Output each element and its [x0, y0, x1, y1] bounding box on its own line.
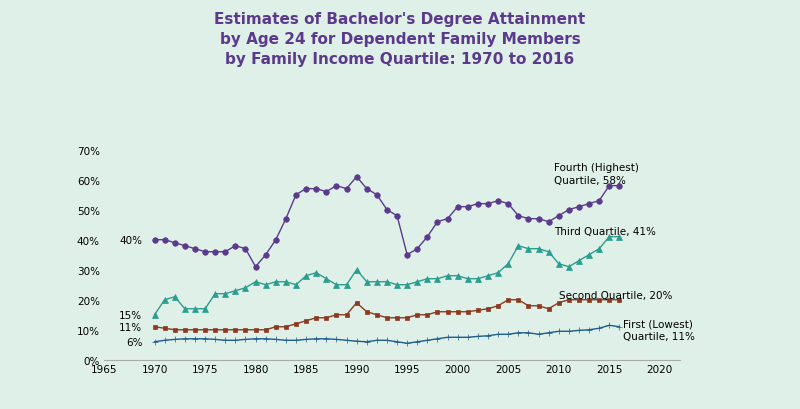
- Text: Fourth (Highest)
Quartile, 58%: Fourth (Highest) Quartile, 58%: [554, 163, 638, 185]
- Text: 40%: 40%: [119, 235, 142, 245]
- Text: Third Quartile, 41%: Third Quartile, 41%: [554, 226, 655, 236]
- Text: 15%: 15%: [119, 310, 142, 320]
- Text: Second Quartile, 20%: Second Quartile, 20%: [558, 290, 672, 301]
- Text: 6%: 6%: [126, 337, 142, 347]
- Text: First (Lowest)
Quartile, 11%: First (Lowest) Quartile, 11%: [623, 319, 695, 341]
- Text: Estimates of Bachelor's Degree Attainment
by Age 24 for Dependent Family Members: Estimates of Bachelor's Degree Attainmen…: [214, 12, 586, 67]
- Text: 11%: 11%: [119, 322, 142, 332]
